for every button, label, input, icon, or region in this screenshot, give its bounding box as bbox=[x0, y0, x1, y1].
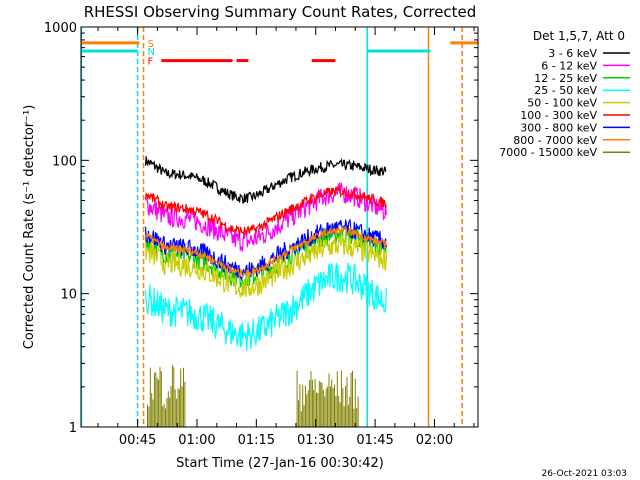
x-tick-label: 01:00 bbox=[178, 433, 215, 448]
series-line bbox=[145, 225, 387, 278]
y-tick-label: 10 bbox=[60, 288, 77, 303]
generation-timestamp: 26-Oct-2021 03:03 bbox=[542, 469, 627, 479]
flag-label: S bbox=[147, 39, 153, 50]
y-tick-label: 1000 bbox=[44, 21, 77, 36]
x-axis-label: Start Time (27-Jan-16 00:30:42) bbox=[176, 456, 384, 471]
axis-layer: 1 10 100 1000 00:45 01:00 01:15 01:30 01:45 02:00 bbox=[44, 21, 478, 448]
series-line bbox=[144, 186, 387, 236]
y-tick-label: 1 bbox=[69, 421, 77, 436]
legend-entry-label: 6 - 12 keV bbox=[541, 59, 597, 72]
data-layer: SNF bbox=[80, 27, 478, 427]
legend-entry-label: 7000 - 15000 keV bbox=[499, 146, 597, 159]
legend-entry-label: 25 - 50 keV bbox=[534, 84, 597, 97]
flag-label: F bbox=[147, 57, 153, 68]
legend-entry-label: 100 - 300 keV bbox=[520, 109, 597, 122]
series-line bbox=[144, 235, 387, 298]
x-tick-label: 02:00 bbox=[416, 433, 453, 448]
legend-entry-label: 300 - 800 keV bbox=[520, 121, 597, 134]
legend-entry-label: 3 - 6 keV bbox=[548, 47, 597, 60]
legend-entry-label: 12 - 25 keV bbox=[534, 72, 597, 85]
chart-title: RHESSI Observing Summary Count Rates, Co… bbox=[84, 3, 477, 21]
legend-entry-label: 800 - 7000 keV bbox=[513, 134, 597, 147]
series-line bbox=[144, 156, 387, 205]
flag-label: N bbox=[147, 47, 154, 58]
legend-entry-label: 50 - 100 keV bbox=[527, 97, 597, 110]
y-tick-label: 100 bbox=[52, 154, 77, 169]
x-tick-label: 01:30 bbox=[297, 433, 334, 448]
legend-title: Det 1,5,7, Att 0 bbox=[533, 29, 625, 43]
y-axis-label: Corrected Count Rate (s⁻¹ detector⁻¹) bbox=[22, 105, 37, 350]
series-line bbox=[144, 262, 387, 352]
plot-frame bbox=[80, 26, 479, 428]
series-line bbox=[144, 181, 387, 252]
x-tick-label: 00:45 bbox=[119, 433, 156, 448]
series-line bbox=[147, 365, 359, 427]
x-tick-label: 01:15 bbox=[238, 433, 275, 448]
x-tick-label: 01:45 bbox=[356, 433, 393, 448]
